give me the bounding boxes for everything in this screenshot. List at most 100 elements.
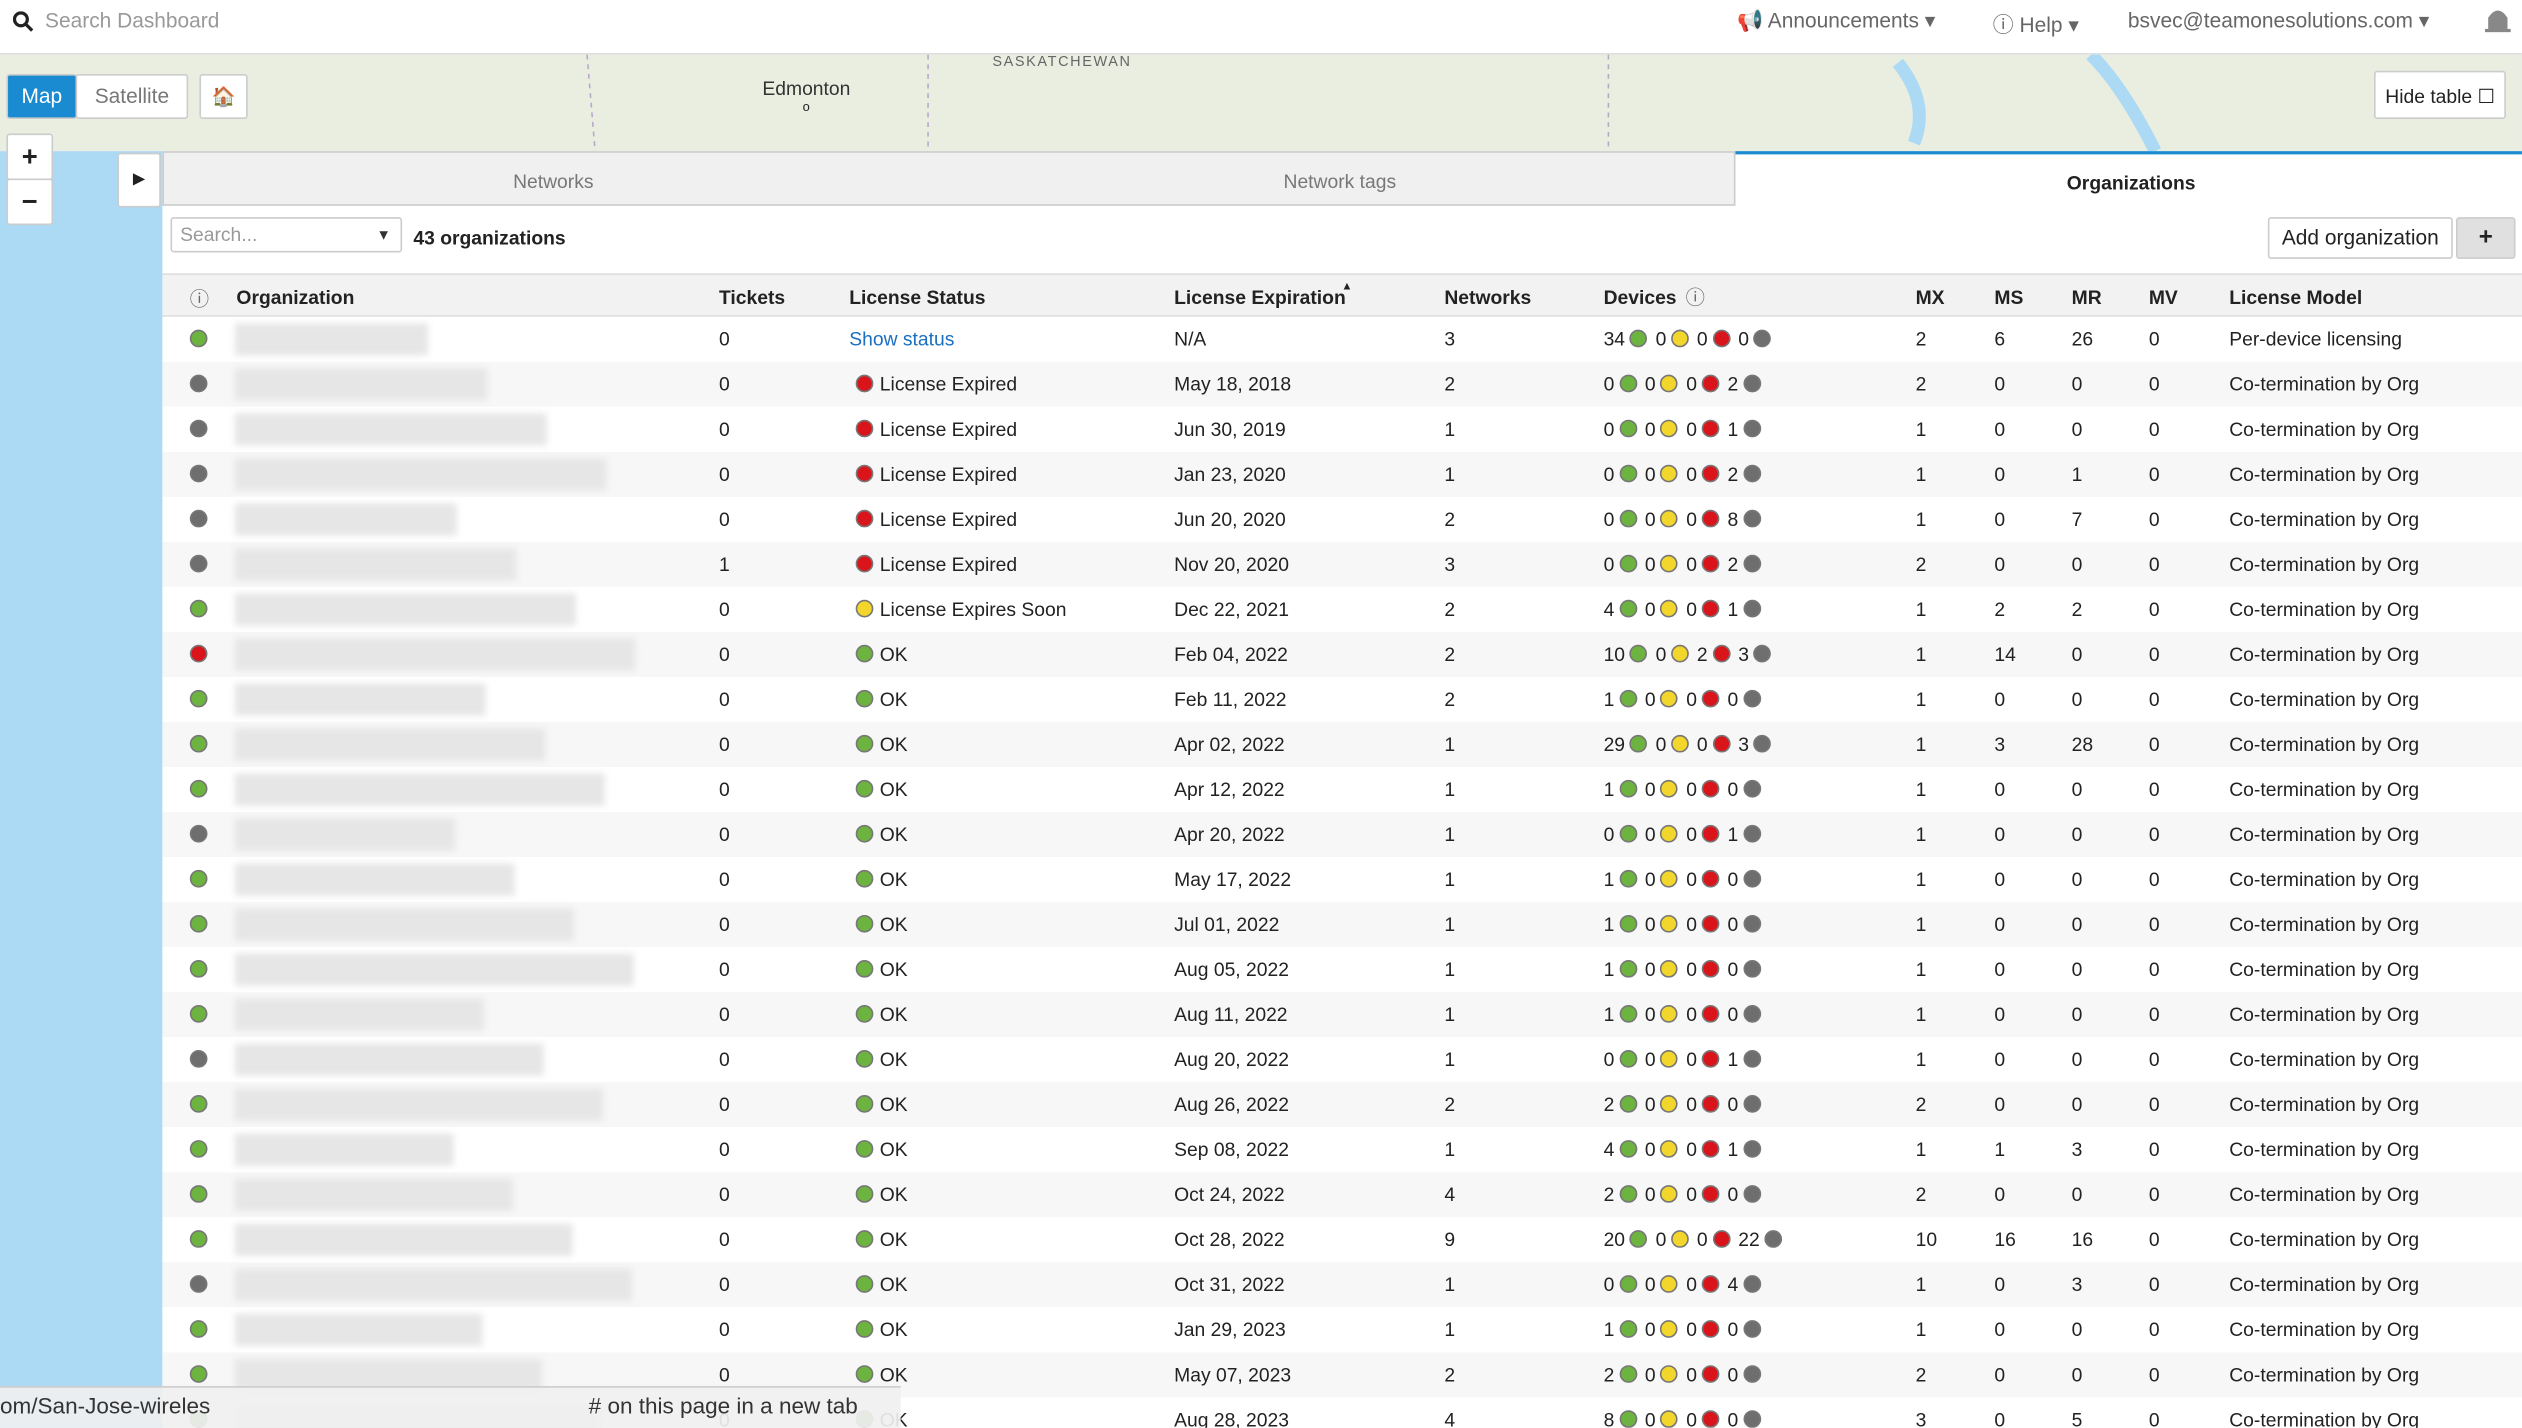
ms: 0 <box>1994 1183 2006 1206</box>
model: Co-termination by Org <box>2229 643 2420 666</box>
column-header[interactable]: Organization <box>236 286 355 309</box>
zoom-in[interactable]: + <box>6 133 54 181</box>
collapse-button[interactable]: ▶ <box>117 152 161 208</box>
status-dot <box>189 869 208 888</box>
device-dot <box>1701 1095 1720 1113</box>
search-box[interactable]: Search... ▼ <box>170 217 403 253</box>
map-button[interactable]: Map <box>6 73 78 119</box>
announcements-text: Announcements <box>1767 8 1919 33</box>
zoom-out[interactable]: − <box>6 178 54 226</box>
column-header[interactable]: MV <box>2148 286 2178 309</box>
device-dot <box>1701 419 1720 438</box>
device-dot <box>1660 1365 1679 1383</box>
column-header[interactable]: Tickets <box>718 286 786 309</box>
license-status: OK <box>849 913 908 936</box>
model: Co-termination by Org <box>2229 598 2420 621</box>
help-menu[interactable]: ⓘ Help ▾ <box>1992 12 2079 37</box>
table-row: 0 OK May 07, 2023 2 2 0 0 0 2 0 0 0 Co-termination b… <box>162 1352 2522 1398</box>
sort-indicator: ▲ <box>1341 281 1353 293</box>
license-status: OK <box>849 778 908 801</box>
ms: 0 <box>1994 868 2006 891</box>
device-count: 2 <box>1603 1363 1615 1387</box>
license-text: OK <box>879 643 908 666</box>
column-header[interactable]: MS <box>1994 286 2024 309</box>
device-count: 20 <box>1603 1228 1626 1252</box>
networks: 1 <box>1444 418 1456 441</box>
column-header[interactable]: MX <box>1915 286 1945 309</box>
device-dot <box>1619 1410 1637 1428</box>
tab-active[interactable]: Organizations <box>2066 172 2196 195</box>
column-header[interactable]: License Expiration <box>1174 286 1346 309</box>
mv: 0 <box>2148 688 2160 711</box>
license-dot <box>855 464 874 483</box>
device-count: 0 <box>1727 688 1739 711</box>
show-status-link[interactable]: Show status <box>849 328 955 351</box>
tab[interactable]: Network tags <box>1283 170 1397 193</box>
notification-bell[interactable] <box>2482 3 2514 38</box>
add-button[interactable]: + <box>2456 217 2516 259</box>
column-header[interactable]: Devices <box>1603 286 1677 309</box>
home-button[interactable]: 🏠 <box>199 73 248 119</box>
ms: 0 <box>1994 1363 2006 1387</box>
device-dot <box>1701 1005 1720 1023</box>
device-dot <box>1753 734 1772 753</box>
mr: 7 <box>2071 508 2083 531</box>
device-count: 0 <box>1644 373 1656 396</box>
column-header[interactable]: Networks <box>1444 286 1532 309</box>
device-count: 0 <box>1727 1408 1739 1428</box>
column-header[interactable]: MR <box>2071 286 2102 309</box>
mr: 1 <box>2071 463 2083 486</box>
license-text: OK <box>879 778 908 801</box>
mx: 1 <box>1915 913 1927 936</box>
hide-table-button[interactable]: Hide table ☐ <box>2373 70 2506 119</box>
device-dot <box>1701 959 1720 978</box>
mx: 10 <box>1915 1228 1938 1252</box>
device-dot <box>1619 1140 1637 1158</box>
devices: 0 0 0 2 <box>1604 463 1761 486</box>
device-dot <box>1660 689 1679 708</box>
map-lines <box>586 54 2162 152</box>
ms: 0 <box>1994 958 2006 981</box>
mx: 1 <box>1915 1048 1927 1071</box>
device-count: 1 <box>1603 868 1615 891</box>
device-dot <box>1660 419 1679 438</box>
announcements-menu[interactable]: 📢 Announcements ▾ <box>1737 8 1936 33</box>
table-row: 0 OK Aug 05, 2022 1 1 0 0 0 1 0 0 0 Co-termination b… <box>162 947 2522 993</box>
device-count: 0 <box>1686 598 1697 621</box>
status-dot <box>189 959 208 978</box>
mx: 1 <box>1915 1003 1927 1026</box>
column-header[interactable]: License Model <box>2229 286 2363 309</box>
search-input[interactable]: Search Dashboard <box>45 8 220 33</box>
license-status: OK <box>849 1319 908 1341</box>
user-menu[interactable]: bsvec@teamonesolutions.com ▾ <box>2127 8 2430 33</box>
mx: 1 <box>1915 868 1927 891</box>
model: Co-termination by Org <box>2229 1408 2420 1428</box>
tickets: 0 <box>718 643 730 666</box>
device-dot <box>1743 869 1761 888</box>
status-dot <box>189 824 208 843</box>
device-count: 0 <box>1686 1183 1697 1206</box>
status-dot <box>189 1365 208 1383</box>
satellite-button[interactable]: Satellite <box>75 73 189 119</box>
license-dot <box>855 644 874 663</box>
org-name-blurred <box>234 1268 633 1301</box>
tickets: 0 <box>718 373 730 396</box>
tickets: 0 <box>718 1228 730 1252</box>
expiration: Sep 08, 2022 <box>1174 1138 1289 1161</box>
add-organization-button[interactable]: Add organization <box>2267 217 2453 259</box>
status-dot <box>189 599 208 618</box>
expiration: May 18, 2018 <box>1174 373 1292 396</box>
column-header[interactable]: License Status <box>849 286 986 309</box>
mv: 0 <box>2148 553 2160 576</box>
device-dot <box>1619 1005 1637 1023</box>
tickets: 0 <box>718 778 730 801</box>
networks: 4 <box>1444 1183 1456 1206</box>
expiration: Jul 01, 2022 <box>1174 913 1280 936</box>
tab[interactable]: Networks <box>513 170 594 193</box>
networks: 3 <box>1444 553 1456 576</box>
expiration: Aug 26, 2022 <box>1174 1093 1289 1116</box>
expiration: Apr 12, 2022 <box>1174 778 1285 801</box>
table-row: 0 License Expires Soon Dec 22, 2021 2 4 0 0 1 1 2… <box>162 586 2522 632</box>
model: Co-termination by Org <box>2229 508 2420 531</box>
devices: 29 0 0 3 <box>1604 733 1772 756</box>
